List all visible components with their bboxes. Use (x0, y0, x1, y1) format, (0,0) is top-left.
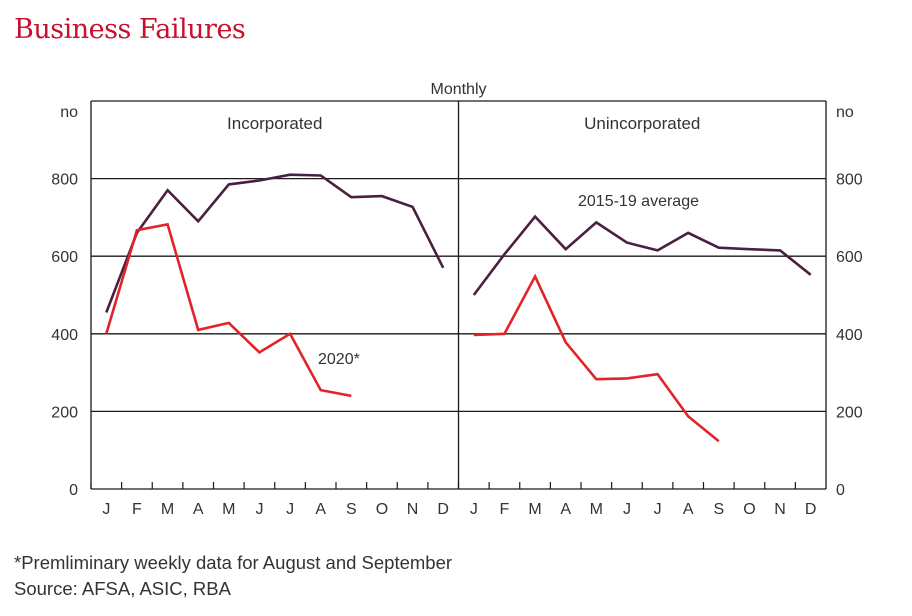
x-tick-label: J (286, 501, 294, 518)
x-tick-label: M (222, 501, 235, 518)
series-line-year2020-incorporated (105, 222, 352, 398)
y-tick-label-right: 0 (836, 482, 845, 499)
chart-area: 0 0 200 200 400 400 600 600 800 800 no no Monthly Inc… (51, 81, 863, 518)
frequency-label: Monthly (430, 81, 486, 98)
x-tick-label: A (193, 501, 204, 518)
x-tick-label: A (683, 501, 694, 518)
y-tick-label-left: 600 (51, 249, 78, 266)
series-annotation-average: 2015-19 average (578, 193, 699, 210)
footnote-source: Source: AFSA, ASIC, RBA (14, 578, 231, 599)
y-axis-label-left: no (60, 104, 78, 121)
y-tick-label-right: 800 (836, 172, 863, 189)
panel-title-incorporated: Incorporated (227, 114, 322, 133)
x-tick-label: J (102, 501, 110, 518)
x-tick-label: D (437, 501, 449, 518)
chart-title: Business Failures (14, 14, 246, 45)
x-tick-label: J (470, 501, 478, 518)
x-tick-label: M (528, 501, 541, 518)
y-tick-label-left: 400 (51, 327, 78, 344)
y-tick-label-right: 200 (836, 404, 863, 421)
x-tick-label: J (654, 501, 662, 518)
x-tick-label: O (376, 501, 388, 518)
y-tick-label-left: 200 (51, 404, 78, 421)
x-tick-label: F (500, 501, 510, 518)
panel-title-unincorporated: Unincorporated (584, 114, 700, 133)
y-tick-label-left: 0 (69, 482, 78, 499)
x-tick-label: A (315, 501, 326, 518)
x-tick-label: J (255, 501, 263, 518)
y-axis-label-right: no (836, 104, 854, 121)
x-tick-label: A (560, 501, 571, 518)
series-annotation-year2020: 2020* (318, 351, 360, 368)
x-tick-label: S (713, 501, 724, 518)
x-tick-label: D (805, 501, 817, 518)
y-tick-label-left: 800 (51, 172, 78, 189)
x-tick-label: O (743, 501, 755, 518)
x-tick-label: N (774, 501, 786, 518)
x-tick-label: S (346, 501, 357, 518)
series-line-average-incorporated (105, 173, 445, 313)
y-tick-label-right: 600 (836, 249, 863, 266)
x-tick-label: N (407, 501, 419, 518)
x-tick-label: M (161, 501, 174, 518)
x-tick-label: J (623, 501, 631, 518)
x-tick-label: M (590, 501, 603, 518)
footnote-preliminary: *Premliminary weekly data for August and… (14, 552, 453, 573)
x-tick-label: F (132, 501, 142, 518)
series-line-average-unincorporated (472, 214, 812, 296)
series-line-year2020-unincorporated (473, 273, 720, 443)
y-tick-label-right: 400 (836, 327, 863, 344)
